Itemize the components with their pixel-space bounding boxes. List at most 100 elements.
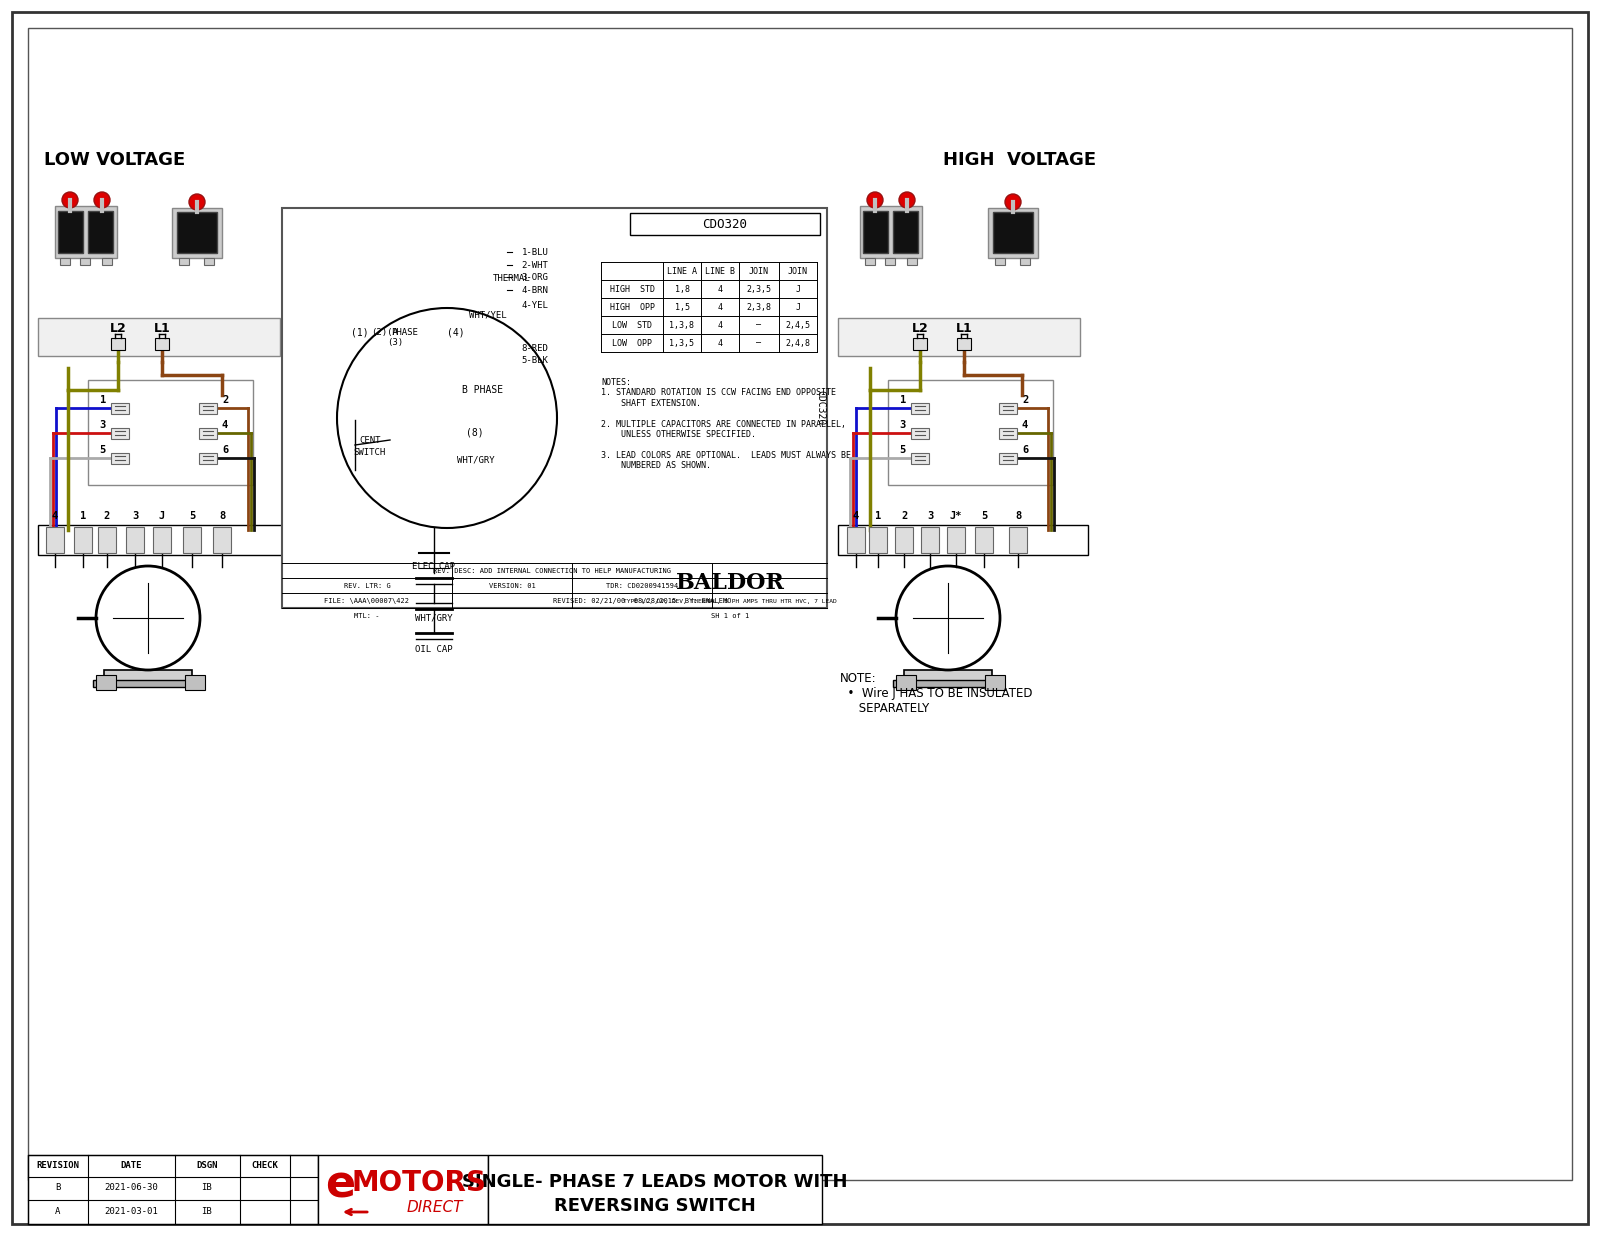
Bar xyxy=(893,680,1003,687)
Bar xyxy=(986,675,1005,690)
Bar xyxy=(198,403,218,414)
Text: L2: L2 xyxy=(912,321,928,335)
Bar xyxy=(29,1154,318,1224)
Bar xyxy=(998,403,1018,414)
Bar xyxy=(38,318,280,356)
Bar xyxy=(862,211,888,253)
Text: LOW  STD: LOW STD xyxy=(611,320,653,330)
Text: REVISION: REVISION xyxy=(37,1162,80,1170)
Text: 4-YEL: 4-YEL xyxy=(522,300,549,309)
Bar xyxy=(914,337,926,350)
Text: REV. DESC: ADD INTERNAL CONNECTION TO HELP MANUFACTURING: REV. DESC: ADD INTERNAL CONNECTION TO HE… xyxy=(434,569,670,574)
Text: REVERSING SWITCH: REVERSING SWITCH xyxy=(554,1196,755,1215)
Bar xyxy=(46,527,64,552)
Bar xyxy=(98,527,115,552)
Text: 5: 5 xyxy=(189,510,195,522)
Text: B: B xyxy=(56,1184,61,1193)
Text: 3: 3 xyxy=(926,510,933,522)
Text: DATE: DATE xyxy=(120,1162,142,1170)
Text: JOIN: JOIN xyxy=(749,267,770,276)
Bar xyxy=(80,258,90,265)
Bar xyxy=(910,403,930,414)
Bar xyxy=(318,1154,488,1224)
Bar xyxy=(893,211,918,253)
Text: CDC320: CDC320 xyxy=(814,391,826,425)
Text: (1): (1) xyxy=(350,328,370,337)
Bar xyxy=(838,318,1080,356)
Bar xyxy=(178,213,218,253)
Text: J*: J* xyxy=(950,510,962,522)
Text: 4: 4 xyxy=(717,303,723,311)
Text: L1: L1 xyxy=(955,321,973,335)
Text: LINE A: LINE A xyxy=(667,267,698,276)
Text: LOW VOLTAGE: LOW VOLTAGE xyxy=(45,151,186,169)
Bar xyxy=(58,211,83,253)
Text: 1: 1 xyxy=(80,510,86,522)
Text: MTL: -: MTL: - xyxy=(354,613,379,619)
Bar xyxy=(885,258,894,265)
Text: 3: 3 xyxy=(899,420,906,430)
Bar xyxy=(93,680,203,687)
Text: 4-BRN: 4-BRN xyxy=(522,286,549,294)
Bar xyxy=(1010,527,1027,552)
Bar xyxy=(869,527,886,552)
Bar xyxy=(989,208,1038,258)
Text: 8-RED: 8-RED xyxy=(522,344,549,352)
Bar xyxy=(110,454,130,464)
Text: REVISED: 02/21/00  08/28/2015  BY: ENALEMO: REVISED: 02/21/00 08/28/2015 BY: ENALEMO xyxy=(552,598,731,604)
Bar xyxy=(995,258,1005,265)
Bar xyxy=(1021,258,1030,265)
Text: 2021-03-01: 2021-03-01 xyxy=(104,1206,158,1215)
Bar xyxy=(198,428,218,439)
Text: (2)(A: (2)(A xyxy=(371,328,398,336)
Bar xyxy=(186,675,205,690)
Bar xyxy=(88,379,253,485)
Text: WHT/YEL: WHT/YEL xyxy=(469,310,507,319)
Text: J: J xyxy=(795,303,800,311)
Text: 1,3,5: 1,3,5 xyxy=(669,339,694,347)
Bar xyxy=(205,258,214,265)
Text: 4: 4 xyxy=(51,510,58,522)
Text: 4: 4 xyxy=(222,420,229,430)
Bar xyxy=(712,564,1109,624)
Bar xyxy=(126,527,144,552)
Text: WHT/GRY: WHT/GRY xyxy=(414,613,453,623)
Bar xyxy=(998,454,1018,464)
Text: FILE: \AAA\00007\422: FILE: \AAA\00007\422 xyxy=(325,598,410,604)
Text: REV. LTR: G: REV. LTR: G xyxy=(344,583,390,590)
Text: (4): (4) xyxy=(446,328,466,337)
Text: 4: 4 xyxy=(1022,420,1029,430)
Text: CHECK: CHECK xyxy=(251,1162,278,1170)
Text: HIGH  VOLTAGE: HIGH VOLTAGE xyxy=(944,151,1096,169)
Text: DSGN: DSGN xyxy=(197,1162,218,1170)
Bar xyxy=(957,337,971,350)
Text: J: J xyxy=(795,284,800,293)
Text: PHASE: PHASE xyxy=(392,328,419,336)
Text: 4: 4 xyxy=(717,339,723,347)
Text: THERMAL: THERMAL xyxy=(493,273,531,283)
Text: (8): (8) xyxy=(466,426,483,438)
Bar xyxy=(102,258,112,265)
Bar xyxy=(922,527,939,552)
Circle shape xyxy=(62,192,78,208)
Text: OIL CAP: OIL CAP xyxy=(414,644,453,654)
Circle shape xyxy=(867,192,883,208)
Bar xyxy=(907,258,917,265)
Text: SWITCH: SWITCH xyxy=(354,447,386,456)
Text: 4: 4 xyxy=(853,510,859,522)
Text: 8: 8 xyxy=(219,510,226,522)
Text: 3: 3 xyxy=(99,420,106,430)
Bar xyxy=(198,454,218,464)
Text: B PHASE: B PHASE xyxy=(462,384,504,396)
Text: 1: 1 xyxy=(99,396,106,405)
Text: 2: 2 xyxy=(222,396,229,405)
Bar xyxy=(866,258,875,265)
Text: HIGH  STD: HIGH STD xyxy=(610,284,654,293)
Bar xyxy=(894,527,914,552)
Bar xyxy=(888,379,1053,485)
Text: HIGH  OPP: HIGH OPP xyxy=(610,303,654,311)
Text: CDO320: CDO320 xyxy=(702,218,747,230)
Bar xyxy=(838,525,1088,555)
Circle shape xyxy=(94,192,110,208)
Bar xyxy=(282,208,827,608)
